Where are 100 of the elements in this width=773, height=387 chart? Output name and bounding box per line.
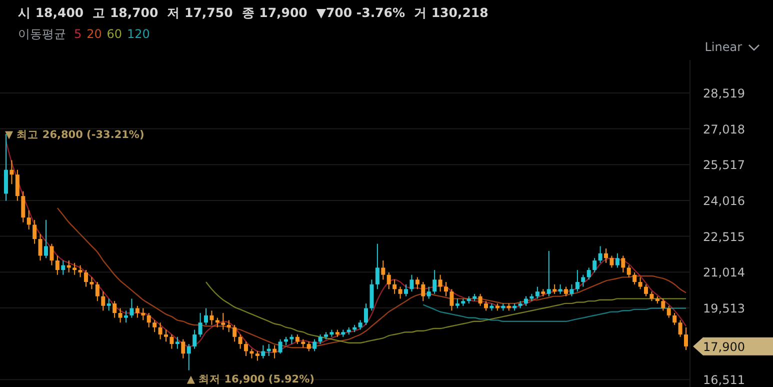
candlestick (404, 284, 408, 297)
candlestick (290, 334, 294, 345)
candlestick (255, 350, 260, 362)
candlestick (152, 320, 157, 333)
candlestick (84, 270, 88, 288)
candlestick (204, 308, 208, 326)
candlestick (478, 293, 482, 306)
candlestick (78, 264, 82, 278)
candlestick (164, 329, 168, 342)
legend-title: 이동평균 (18, 27, 66, 41)
y-tick-label: 27,018 (703, 122, 745, 136)
candlestick (666, 305, 671, 318)
candlestick (546, 250, 551, 297)
candlestick (621, 255, 626, 273)
candlestick (638, 276, 642, 290)
candlestick (72, 262, 77, 276)
candlestick (198, 312, 202, 338)
candlestick (312, 338, 317, 352)
candlestick (604, 248, 608, 264)
candlestick (175, 336, 180, 350)
candlestick (238, 334, 242, 350)
candlestick (626, 264, 631, 278)
candlestick (221, 312, 226, 330)
candlestick (586, 267, 591, 280)
candlestick (455, 298, 460, 309)
candlestick (295, 334, 300, 345)
candlestick (632, 272, 637, 285)
candlestick (38, 234, 42, 261)
candlestick (575, 270, 580, 292)
candlestick (61, 260, 66, 276)
candlestick (484, 300, 488, 312)
candlestick (146, 312, 151, 328)
candlestick (592, 258, 597, 273)
candlestick (661, 298, 666, 312)
y-tick-label: 25,517 (703, 158, 745, 172)
candlestick (130, 298, 134, 318)
text: 거 130,218 (414, 5, 488, 22)
y-tick-label: 22,515 (703, 230, 745, 244)
candlestick (44, 219, 48, 259)
candlestick (112, 300, 117, 318)
candlestick (244, 341, 248, 356)
candlestick (170, 334, 174, 350)
y-tick-label: 28,519 (703, 86, 745, 100)
candlestick (678, 320, 682, 338)
candlestick (558, 284, 562, 294)
candlestick (644, 284, 648, 297)
candlestick (210, 310, 214, 326)
candlestick (124, 310, 128, 324)
candlestick (306, 341, 311, 352)
annotation: ▼ 최고 26,800 (-33.21%) (5, 128, 144, 141)
candlestick (95, 281, 100, 302)
candlestick (398, 286, 402, 300)
candlestick (672, 312, 677, 326)
text: 20 (86, 27, 102, 41)
candlestick (358, 320, 362, 330)
candlestick (370, 279, 374, 312)
candlestick (364, 302, 368, 326)
candlestick (610, 255, 614, 268)
candlestick (232, 324, 237, 342)
candlestick (226, 320, 231, 333)
candlestick (118, 308, 122, 324)
y-tick-label: 24,016 (703, 194, 745, 208)
candlestick (10, 160, 14, 185)
candlestick (192, 329, 197, 350)
candlestick (375, 243, 380, 290)
candlestick (186, 344, 191, 371)
candlestick (392, 279, 397, 294)
candlestick (535, 286, 540, 300)
text: ▼700 -3.76% (316, 5, 405, 22)
candlestick (250, 348, 254, 359)
candlestick (272, 344, 277, 359)
candlestick (426, 286, 431, 300)
candlestick (50, 243, 54, 266)
candlestick (32, 219, 37, 244)
candlestick (438, 274, 442, 292)
candlestick (141, 308, 146, 321)
text: 17,900 (703, 340, 745, 354)
y-tick-label: 19,513 (703, 301, 745, 316)
candlestick (278, 338, 282, 354)
annotation: ▲ 최저 16,900 (5.92%) (186, 373, 314, 386)
text: 저 17,750 (167, 5, 233, 22)
candlestick (421, 281, 426, 302)
candlestick (564, 286, 568, 297)
y-tick-label: 16,511 (703, 373, 745, 387)
text: 5 (74, 27, 82, 41)
candlestick (570, 284, 574, 297)
text: 시 18,400 (18, 5, 84, 22)
candlestick (552, 284, 557, 294)
candlestick (581, 274, 586, 288)
candlestick (215, 317, 220, 328)
candlestick (524, 296, 528, 306)
text: 종 17,900 (242, 5, 308, 22)
candlestick (684, 326, 688, 351)
candlestick (415, 276, 420, 290)
candlestick (101, 291, 106, 312)
y-tick-label: 21,014 (703, 266, 745, 280)
text: 고 18,700 (92, 5, 158, 22)
candlestick (181, 338, 186, 359)
candlestick (135, 305, 140, 318)
candlestick (26, 210, 31, 230)
